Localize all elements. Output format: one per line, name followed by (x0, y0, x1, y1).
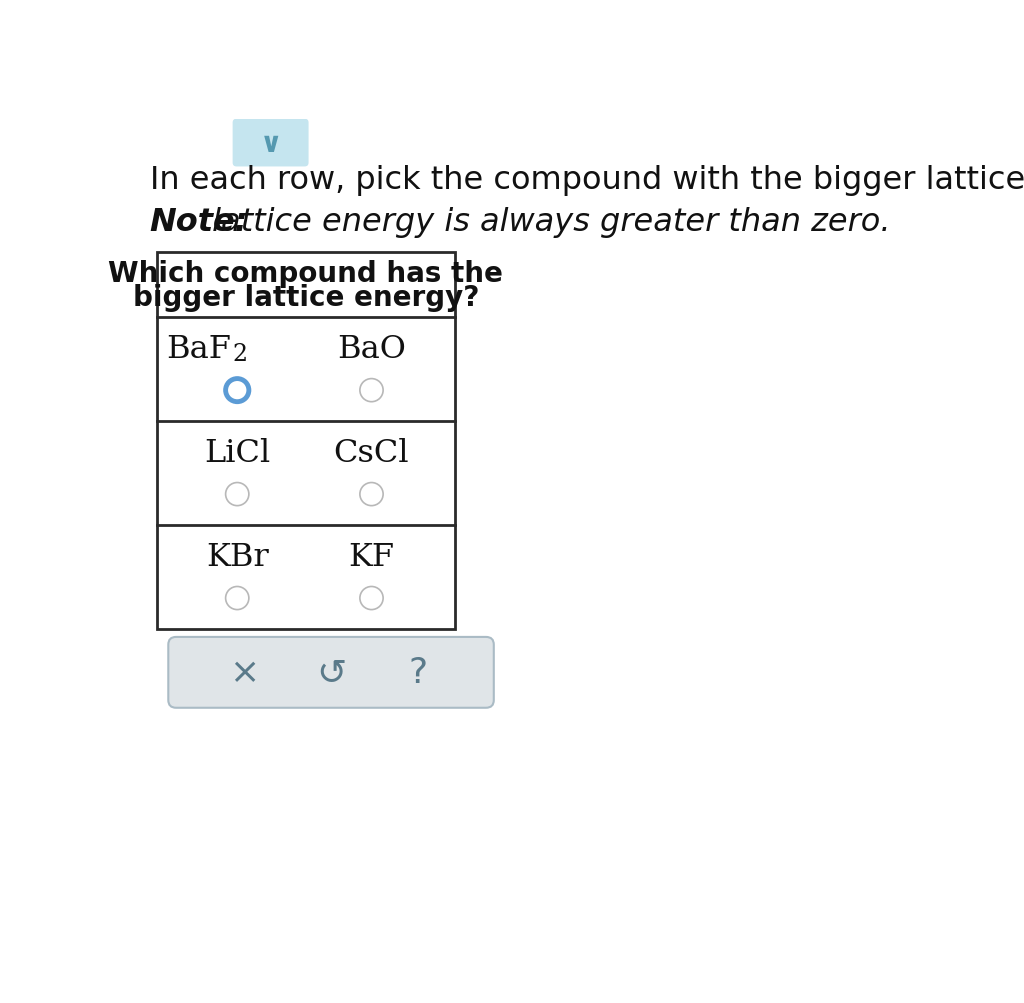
Text: lattice energy is always greater than zero.: lattice energy is always greater than ze… (203, 207, 891, 238)
Text: ×: × (229, 656, 259, 690)
Text: ↺: ↺ (316, 656, 346, 690)
Text: BaF: BaF (166, 334, 231, 365)
Text: LiCl: LiCl (204, 437, 270, 468)
Text: bigger lattice energy?: bigger lattice energy? (133, 283, 479, 311)
Text: CsCl: CsCl (334, 437, 410, 468)
Text: KBr: KBr (206, 542, 268, 573)
Circle shape (359, 587, 383, 610)
Circle shape (225, 483, 249, 507)
Text: ?: ? (409, 656, 427, 690)
FancyBboxPatch shape (232, 119, 308, 168)
FancyBboxPatch shape (168, 637, 494, 708)
Circle shape (225, 379, 249, 402)
Text: 2: 2 (232, 343, 248, 366)
Circle shape (359, 379, 383, 402)
Text: KF: KF (348, 542, 394, 573)
Text: In each row, pick the compound with the bigger lattice energy.: In each row, pick the compound with the … (150, 164, 1024, 196)
Text: BaO: BaO (337, 334, 406, 365)
Text: ∨: ∨ (259, 129, 282, 157)
Circle shape (225, 587, 249, 610)
Text: Note:: Note: (150, 207, 248, 238)
Bar (157, 253, 455, 630)
Text: Which compound has the: Which compound has the (109, 260, 504, 288)
Circle shape (359, 483, 383, 507)
